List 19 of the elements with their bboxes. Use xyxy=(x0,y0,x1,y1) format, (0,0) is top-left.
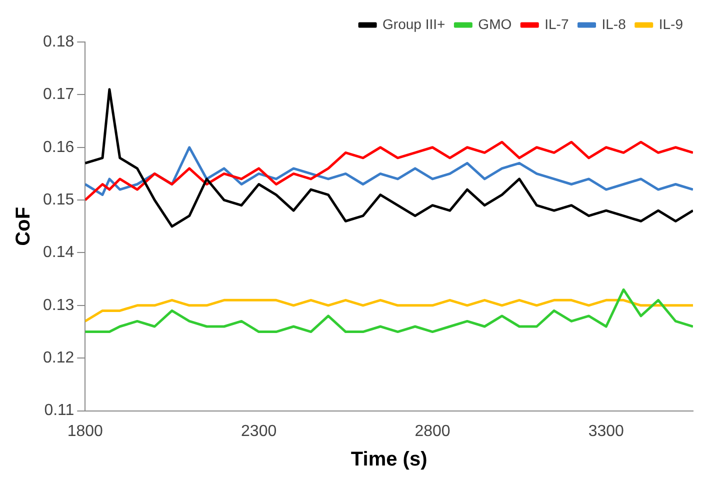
y-tick-label: 0.18 xyxy=(43,33,74,50)
legend-label: Group III+ xyxy=(382,16,446,32)
legend-label: GMO xyxy=(478,16,512,32)
y-axis-title: CoF xyxy=(12,206,35,246)
legend-label: IL-8 xyxy=(602,16,626,32)
x-tick-label: 2800 xyxy=(414,422,450,440)
y-tick-label: 0.13 xyxy=(43,296,74,314)
x-axis-title: Time (s) xyxy=(350,448,428,471)
y-tick-label: 0.16 xyxy=(43,138,74,156)
y-tick-label: 0.14 xyxy=(43,244,74,262)
legend-label: IL-9 xyxy=(658,16,684,32)
y-tick-label: 0.17 xyxy=(43,86,74,104)
x-tick-label: 3300 xyxy=(588,422,624,440)
x-tick-label: 2300 xyxy=(241,422,277,440)
legend-label: IL-7 xyxy=(544,16,569,32)
x-tick-label: 1800 xyxy=(67,422,104,440)
y-tick-label: 0.11 xyxy=(44,402,74,420)
y-tick-label: 0.12 xyxy=(43,350,74,367)
y-tick-label: 0.15 xyxy=(43,191,74,208)
